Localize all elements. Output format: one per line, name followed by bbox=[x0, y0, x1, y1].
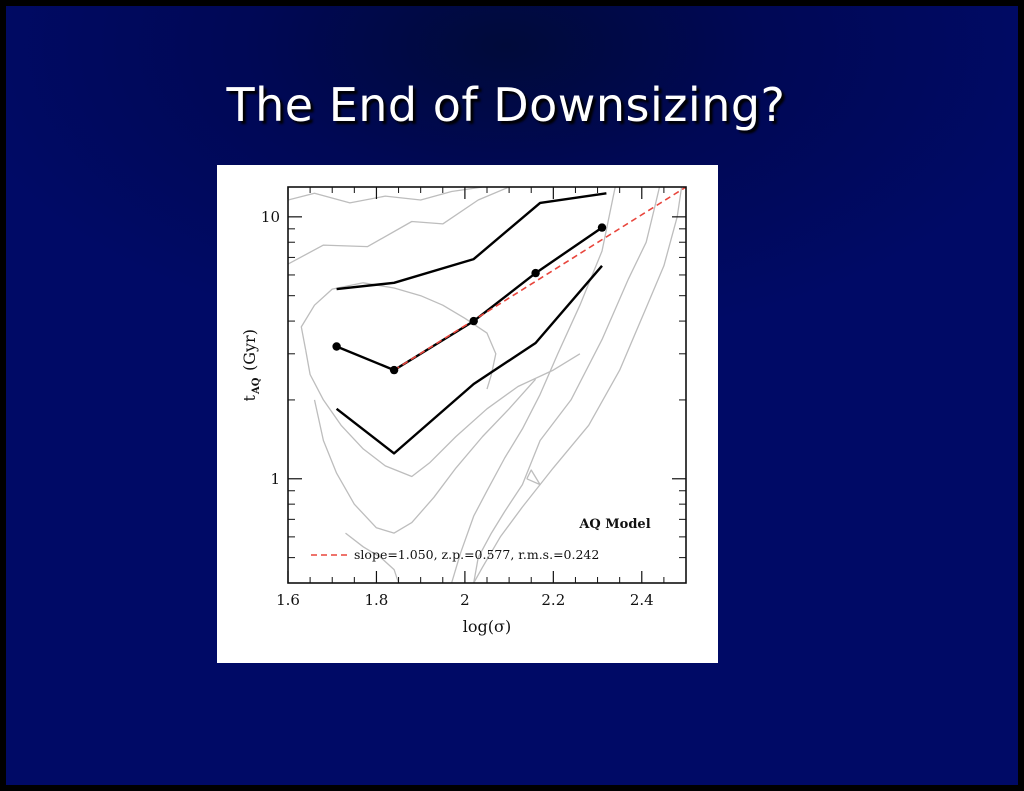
annotation-aq-model: AQ Model bbox=[578, 517, 650, 532]
figure-panel: 1.6 1.8 2 2.2 2.4 1 10 AQ Model slope=1.050, z… bbox=[217, 165, 718, 663]
y-tick-label: 1 bbox=[270, 470, 280, 488]
median-point-4 bbox=[531, 268, 540, 278]
y-tick-label: 10 bbox=[261, 208, 280, 226]
x-tick-label: 2.2 bbox=[541, 591, 565, 609]
y-axis-title-unit: (Gyr) bbox=[240, 329, 259, 371]
median-markers bbox=[332, 223, 607, 375]
x-tick-label: 2 bbox=[460, 591, 470, 609]
x-axis-title: log(σ) bbox=[463, 617, 511, 636]
median-point-5 bbox=[597, 223, 607, 232]
contour-lines bbox=[288, 187, 683, 583]
contour-line-8 bbox=[313, 378, 537, 534]
axis-ticks bbox=[287, 187, 687, 584]
axis-labels: 1.6 1.8 2 2.2 2.4 1 10 bbox=[261, 208, 654, 609]
contour-line-6 bbox=[305, 349, 581, 478]
contour-line-2 bbox=[288, 187, 510, 265]
median-line bbox=[336, 226, 603, 372]
fit-line bbox=[393, 187, 686, 371]
x-tick-label: 1.8 bbox=[365, 591, 389, 609]
lower-line bbox=[335, 265, 603, 455]
slide-title: The End of Downsizing? bbox=[226, 78, 786, 132]
x-tick-label: 2.4 bbox=[630, 591, 654, 609]
contour-line-5 bbox=[450, 187, 616, 583]
contour-line-9 bbox=[345, 532, 400, 583]
upper-line bbox=[336, 192, 607, 291]
chart: 1.6 1.8 2 2.2 2.4 1 10 AQ Model slope=1.050, z… bbox=[240, 186, 687, 636]
contour-line-3 bbox=[473, 187, 661, 583]
series-lines bbox=[335, 187, 686, 455]
slide-background: The End of Downsizing? 1.6 1.8 2 2.2 2.4 1 10 … bbox=[6, 6, 1018, 785]
contour-line-7 bbox=[300, 282, 497, 390]
x-tick-label: 1.6 bbox=[276, 591, 300, 609]
fit-legend-label: slope=1.050, z.p.=0.577, r.m.s.=0.242 bbox=[354, 547, 599, 562]
contour-line-4 bbox=[473, 187, 683, 583]
contour-line-10 bbox=[526, 469, 541, 486]
y-axis-title-main: t bbox=[240, 394, 259, 401]
y-axis-title: t AQ (Gyr) bbox=[240, 329, 262, 401]
contour-line-1 bbox=[288, 187, 483, 204]
median-point-2 bbox=[389, 365, 399, 375]
median-point-3 bbox=[469, 316, 478, 326]
y-axis-title-sub: AQ bbox=[251, 377, 262, 395]
median-point-1 bbox=[332, 342, 341, 351]
